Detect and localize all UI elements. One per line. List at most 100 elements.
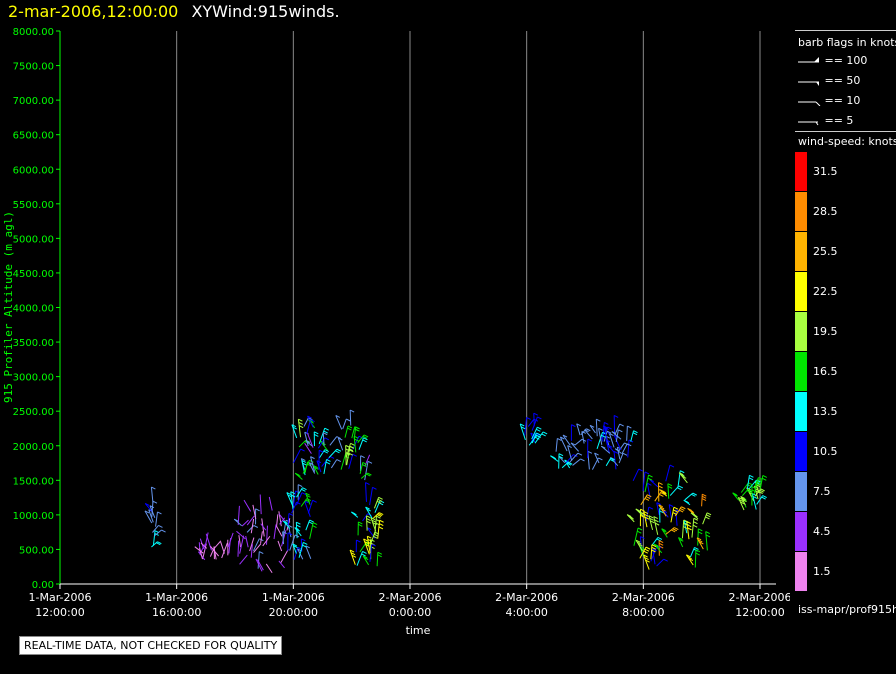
wind-barb-flag [635,539,641,543]
wind-barb-flag [741,497,746,501]
wind-barb-flag [535,434,540,438]
quality-notice: REAL-TIME DATA, NOT CHECKED FOR QUALITY [19,636,283,655]
wind-barb-flag [587,438,593,442]
wind-barb-flag [633,430,638,434]
wind-barb-flag [326,458,331,462]
wind-barb-flag [645,559,650,563]
wind-barb [627,439,630,458]
wind-barb-flag [336,459,342,462]
wind-barb-flag [312,522,318,526]
wind-barb-flag [747,489,753,493]
wind-barb-flag [662,529,667,533]
wind-barb-flag [312,499,317,503]
wind-barb [150,487,154,504]
wind-barb [237,540,240,557]
wind-barb-flag [566,462,572,466]
wind-barb-flag [356,539,361,543]
wind-barb-flag [291,424,297,428]
wind-barb [294,527,302,537]
wind-barb-flag [697,531,703,535]
x-axis-label: time [406,624,431,637]
wind-barb-flag [757,481,762,485]
wind-barb [621,443,628,455]
wind-barb-flag [570,442,576,446]
wind-barb-flag [645,546,651,550]
wind-barb-flag [667,483,673,487]
wind-barb [570,442,580,452]
wind-barb [282,531,285,545]
wind-barb [228,538,232,554]
wind-barb-flag [705,516,710,520]
wind-barb-flag [537,416,542,420]
barb-100-icon [798,57,819,63]
wind-barb [304,500,311,517]
wind-barb [630,430,635,442]
wind-barb-flag [309,519,314,523]
wind-barb-flag [288,512,294,516]
wind-barb-flag [668,504,674,508]
wind-barb [694,549,697,568]
wind-barb-flag [306,498,311,502]
wind-barb-flag [692,524,698,528]
wind-barb-flag [336,448,342,452]
wind-barb [376,552,379,567]
wind-barb-flag [659,494,664,497]
wind-barb [568,452,579,464]
wind-barb-flag [377,498,383,502]
wind-barb-flag [613,414,619,418]
wind-barb-flag [347,425,353,429]
wind-barb-flag [345,448,350,452]
wind-barb-flag [618,429,623,433]
wind-barb-flag [301,492,307,496]
speed-label: 1.5 [813,565,831,578]
wind-barb-flag [358,521,363,525]
wind-barb [149,505,156,519]
wind-barb [275,514,279,528]
wind-barb [309,522,314,539]
barb-legend-item: == 5 [797,114,853,127]
y-tick-label: 2000.00 [13,442,54,453]
wind-barb-flag [678,537,683,540]
x-tick-label: 1-Mar-2006 [145,591,208,604]
wind-barb-flag [644,471,650,475]
wind-barb-flag [338,437,343,441]
wind-barb-flag [581,430,587,434]
wind-barb-flag [680,507,685,511]
wind-profile-plot: 0.00 500.00 1000.00 1500.00 2000.00 2500.00 30… [2,27,790,637]
wind-barb-flag [688,558,694,561]
wind-barb-flag [349,409,355,413]
wind-barb [301,460,306,476]
wind-barb-flag [302,462,307,466]
x-tick-label: 2-Mar-2006 [612,591,675,604]
wind-barb [661,528,668,538]
wind-barb [253,538,260,552]
wind-barb-flag [674,527,679,530]
wind-barb [527,418,535,427]
wind-barb [732,492,740,501]
wind-barb [362,513,368,522]
wind-barb-flag [314,466,319,470]
wind-barb [293,448,302,464]
wind-barb-flag [314,431,319,435]
wind-barb-flag [660,492,665,496]
speed-swatch [795,232,807,271]
wind-barb [243,499,252,512]
wind-barb-flag [681,475,687,479]
wind-barb-flag [324,449,329,453]
wind-barb-flag [636,509,642,513]
wind-barb-flag [645,496,651,500]
wind-barb [377,520,381,539]
wind-barb-flag [658,482,663,486]
wind-barb-flag [368,541,373,545]
wind-barb-flag [367,535,372,539]
wind-barb-flag [681,506,686,510]
wind-barb-flag [558,453,564,457]
wind-barb [262,535,271,547]
wind-barb [635,539,644,552]
wind-barb [359,462,364,474]
barb-legend-title: barb flags in knots [798,36,896,49]
wind-barb-flag [662,510,668,513]
wind-barb [658,504,667,517]
wind-barb [257,551,260,569]
wind-barb-flag [300,448,305,452]
